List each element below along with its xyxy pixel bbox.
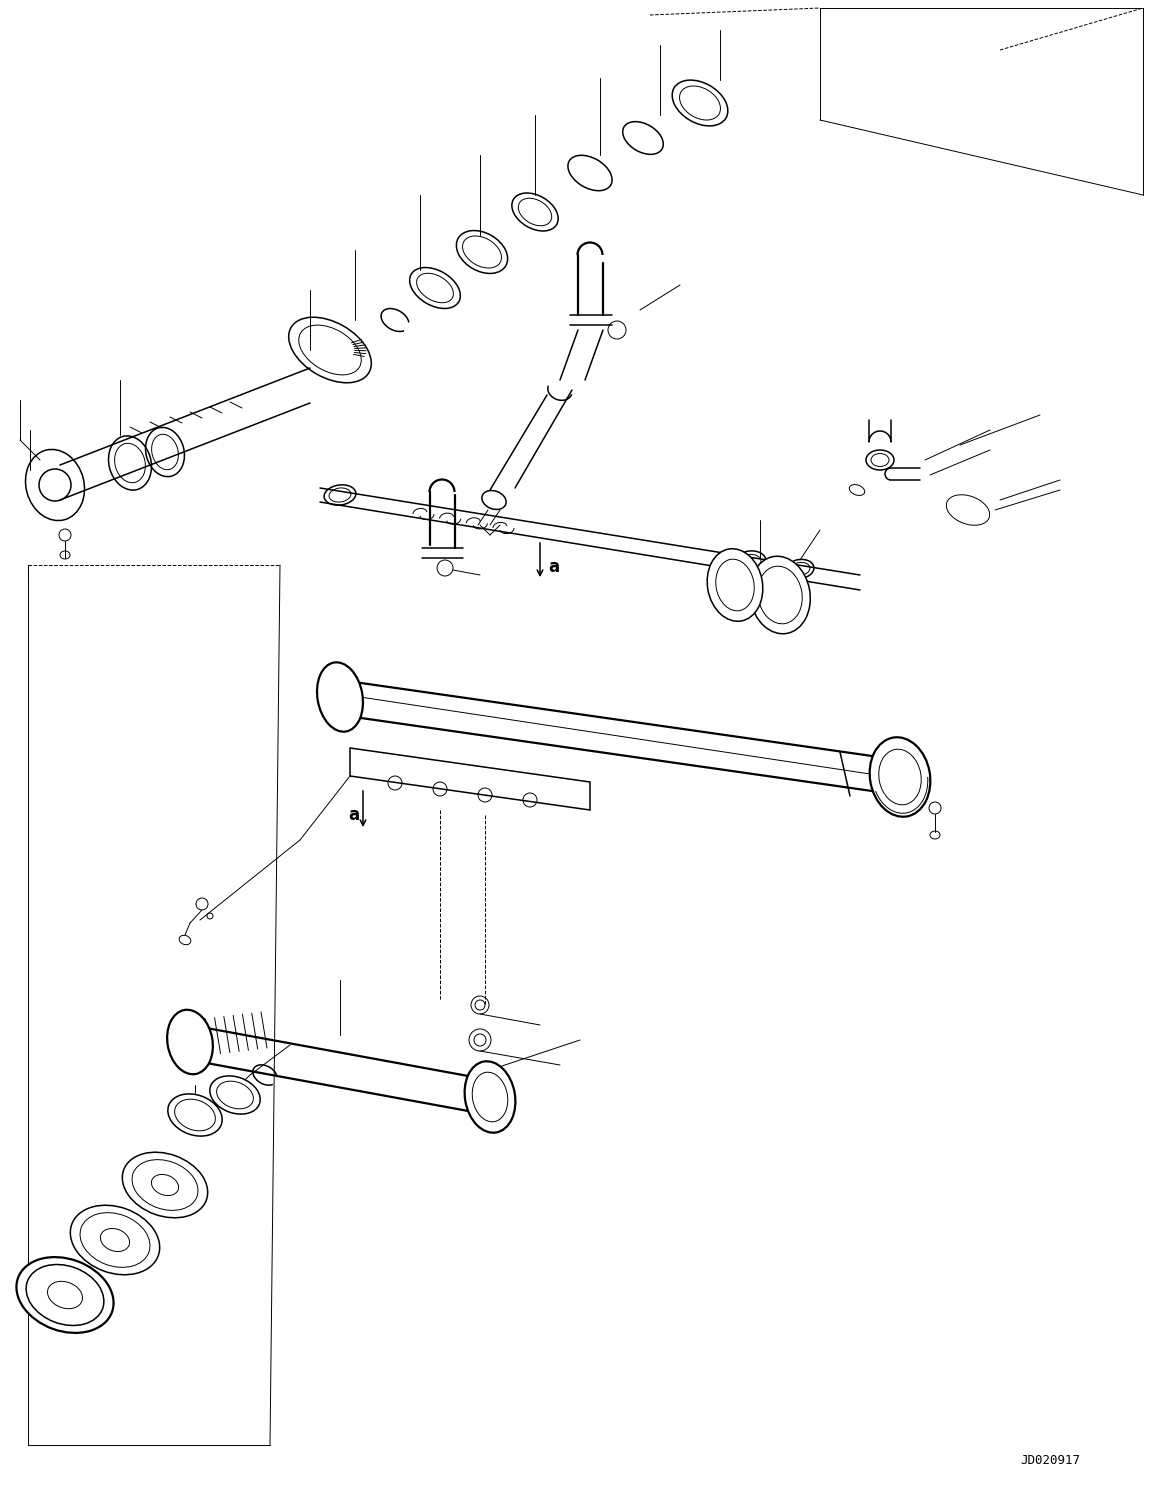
- Ellipse shape: [749, 556, 810, 633]
- Ellipse shape: [317, 662, 363, 732]
- Text: JD020917: JD020917: [1020, 1453, 1080, 1466]
- Ellipse shape: [16, 1257, 114, 1332]
- Text: a: a: [348, 806, 359, 824]
- Ellipse shape: [465, 1062, 516, 1133]
- Ellipse shape: [870, 738, 930, 816]
- Ellipse shape: [122, 1152, 207, 1218]
- Polygon shape: [350, 748, 590, 810]
- Ellipse shape: [707, 549, 763, 622]
- Ellipse shape: [70, 1206, 160, 1274]
- Ellipse shape: [167, 1010, 213, 1074]
- Text: a: a: [548, 558, 559, 575]
- Ellipse shape: [168, 1094, 222, 1136]
- Ellipse shape: [209, 1077, 260, 1114]
